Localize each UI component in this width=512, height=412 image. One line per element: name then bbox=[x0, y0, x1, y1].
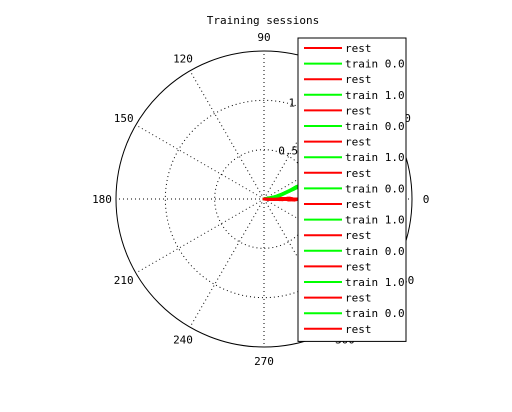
theta-tick-label-270: 270 bbox=[254, 355, 274, 368]
theta-tick-label-120: 120 bbox=[173, 53, 193, 66]
legend-label-17: train 0.0 bbox=[345, 307, 405, 320]
grid-spoke-330 bbox=[263, 198, 393, 274]
legend-label-13: train 0.0 bbox=[345, 245, 405, 258]
legend-label-2: rest bbox=[345, 73, 372, 86]
theta-tick-label-0: 0 bbox=[423, 193, 430, 206]
grid-circle-1 bbox=[164, 99, 364, 299]
radius-tick-label-1: 1 bbox=[289, 96, 296, 109]
legend-box bbox=[297, 37, 407, 342]
legend-label-18: rest bbox=[345, 323, 372, 336]
outer-circle bbox=[115, 50, 413, 348]
legend-label-14: rest bbox=[345, 260, 372, 273]
legend-label-7: train 1.0 bbox=[345, 151, 405, 164]
legend-label-9: train 0.0 bbox=[345, 182, 405, 195]
theta-tick-label-180: 180 bbox=[92, 193, 112, 206]
grid-spoke-60 bbox=[263, 70, 339, 200]
legend-label-0: rest bbox=[345, 42, 372, 55]
grid-spoke-150 bbox=[135, 124, 265, 200]
legend-label-10: rest bbox=[345, 198, 372, 211]
legend-label-3: train 1.0 bbox=[345, 89, 405, 102]
legend-label-12: rest bbox=[345, 229, 372, 242]
legend-label-6: rest bbox=[345, 136, 372, 149]
chart-title: Training sessions bbox=[207, 14, 320, 27]
theta-tick-label-240: 240 bbox=[173, 333, 193, 346]
legend-label-4: rest bbox=[345, 104, 372, 117]
legend: rest train 0.0 rest train 1.0 rest train 0.0 r… bbox=[297, 37, 407, 342]
theta-tick-label-150: 150 bbox=[114, 112, 134, 125]
series-line-18 bbox=[262, 197, 299, 202]
legend-label-16: rest bbox=[345, 292, 372, 305]
radius-tick-labels: 0.51 bbox=[278, 96, 298, 157]
grid-spoke-240 bbox=[189, 198, 265, 328]
grid-spoke-30 bbox=[263, 124, 393, 200]
legend-label-8: rest bbox=[345, 167, 372, 180]
grid-spoke-120 bbox=[189, 70, 265, 200]
legend-label-5: train 0.0 bbox=[345, 120, 405, 133]
theta-tick-label-210: 210 bbox=[114, 274, 134, 287]
series-layer bbox=[262, 184, 300, 202]
radius-tick-label-0: 0.5 bbox=[278, 145, 298, 158]
grid-spoke-210 bbox=[135, 198, 265, 274]
legend-label-11: train 1.0 bbox=[345, 214, 405, 227]
grid-spoke-300 bbox=[263, 198, 339, 328]
theta-tick-label-90: 90 bbox=[257, 31, 270, 44]
legend-label-1: train 0.0 bbox=[345, 58, 405, 71]
legend-label-15: train 1.0 bbox=[345, 276, 405, 289]
polar-outer-boundary bbox=[115, 50, 413, 348]
